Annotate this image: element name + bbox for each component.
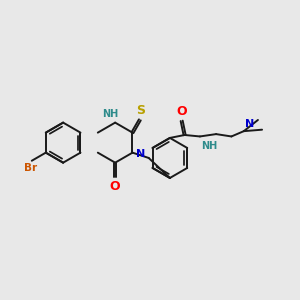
Text: S: S xyxy=(136,104,145,117)
Text: O: O xyxy=(176,106,187,118)
Text: N: N xyxy=(136,149,145,159)
Text: NH: NH xyxy=(201,141,217,151)
Text: N: N xyxy=(245,119,254,129)
Text: NH: NH xyxy=(102,109,118,119)
Text: Br: Br xyxy=(24,163,37,173)
Text: O: O xyxy=(110,180,121,193)
